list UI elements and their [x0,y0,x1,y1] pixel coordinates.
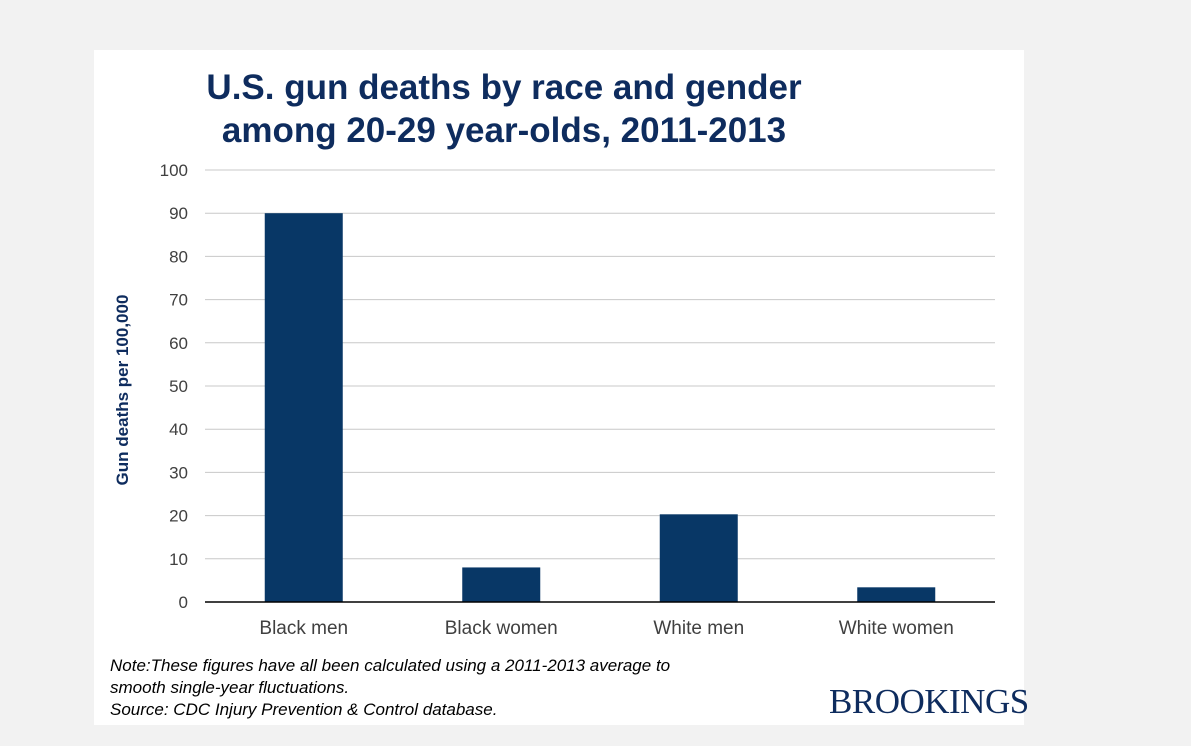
note-line-1: Note:These figures have all been calcula… [110,656,671,675]
y-tick-label: 90 [169,204,188,223]
x-tick-label: White men [653,618,744,639]
x-tick-label: Black men [259,618,348,639]
y-tick-label: 80 [169,247,188,266]
x-tick-labels: Black men Black women White men White women [259,618,953,639]
y-axis-label: Gun deaths per 100,000 [113,295,132,486]
y-tick-label: 30 [169,463,188,482]
y-tick-labels: 0 10 20 30 40 50 60 70 80 90 100 [160,161,188,612]
chart-title-line-1: U.S. gun deaths by race and gender [206,68,802,107]
y-tick-label: 50 [169,377,188,396]
y-tick-label: 60 [169,334,188,353]
y-tick-label: 40 [169,420,188,439]
note-line-2: smooth single-year fluctuations. [110,678,350,697]
bars [264,213,936,602]
y-tick-label: 0 [179,593,188,612]
chart-title-line-2: among 20-29 year-olds, 2011-2013 [221,111,787,150]
bar-black-women [462,567,541,602]
y-tick-label: 10 [169,550,188,569]
brookings-logo: BROOKINGS [829,682,1029,721]
bar-white-women [857,587,936,602]
chart-card [94,50,1024,725]
source-line: Source: CDC Injury Prevention & Control … [110,700,498,719]
chart-title: U.S. gun deaths by race and gender among… [94,66,1024,152]
y-tick-label: 20 [169,507,188,526]
x-tick-label: White women [839,618,954,639]
source-note: Note:These figures have all been calcula… [110,655,670,721]
bar-black-men [264,213,343,602]
y-tick-label: 70 [169,291,188,310]
bar-white-men [659,514,738,602]
x-tick-label: Black women [445,618,558,639]
y-tick-label: 100 [160,161,188,180]
